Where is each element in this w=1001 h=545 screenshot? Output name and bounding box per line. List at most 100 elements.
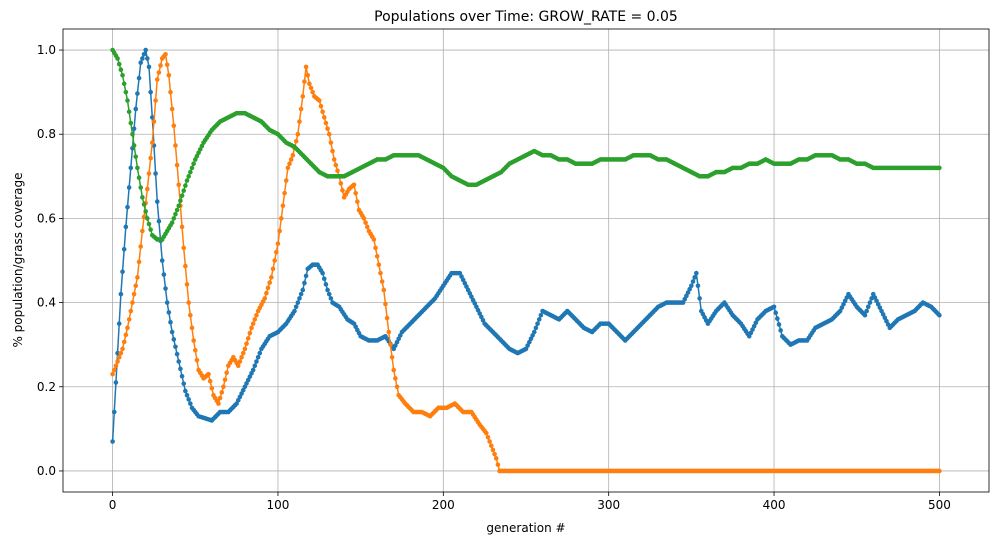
data-point xyxy=(191,338,196,343)
data-point xyxy=(330,148,335,154)
data-point xyxy=(265,285,271,291)
data-point xyxy=(303,273,309,279)
data-point xyxy=(300,94,306,99)
data-point xyxy=(126,185,132,190)
data-point xyxy=(140,195,145,200)
data-point xyxy=(239,355,244,360)
data-point xyxy=(771,304,777,310)
data-point xyxy=(293,304,299,310)
data-point xyxy=(125,325,130,331)
data-point xyxy=(270,266,276,272)
series-line xyxy=(111,49,940,241)
data-point xyxy=(864,308,869,314)
data-point xyxy=(118,67,124,72)
data-point xyxy=(151,119,157,124)
data-point xyxy=(533,325,539,331)
data-point xyxy=(191,161,196,166)
data-point xyxy=(937,165,942,171)
data-point xyxy=(280,203,286,209)
y-tick-label: 0.8 xyxy=(37,127,56,141)
data-point xyxy=(128,165,134,171)
data-point xyxy=(689,283,694,289)
data-point xyxy=(183,263,188,269)
data-point xyxy=(173,211,178,217)
data-point xyxy=(140,56,145,61)
data-point xyxy=(323,282,329,287)
data-point xyxy=(126,109,132,115)
data-point xyxy=(188,312,193,318)
data-point xyxy=(148,89,153,95)
data-point xyxy=(133,106,139,112)
data-point xyxy=(235,363,241,369)
data-point xyxy=(697,296,702,301)
data-point xyxy=(384,315,390,321)
data-point xyxy=(186,174,191,179)
data-point xyxy=(310,89,315,95)
x-tick-label: 300 xyxy=(597,498,620,512)
data-point xyxy=(269,275,274,280)
data-point xyxy=(156,70,162,75)
data-point xyxy=(321,276,327,282)
data-point xyxy=(133,283,139,289)
data-point xyxy=(355,199,360,204)
data-point xyxy=(181,381,187,386)
data-point xyxy=(161,272,167,277)
axis-ticks: 0 100 200 300 400 500 0.0 0.2 0.4 0.6 0.8 1.0 xyxy=(37,43,951,512)
data-point xyxy=(364,224,370,230)
data-point xyxy=(862,312,868,318)
data-point xyxy=(136,259,142,265)
data-point xyxy=(776,322,782,327)
data-point xyxy=(123,332,129,338)
data-point xyxy=(131,291,137,297)
data-point xyxy=(164,62,170,68)
data-point xyxy=(388,342,393,347)
series-3 xyxy=(110,47,942,242)
data-point xyxy=(302,280,307,286)
data-point xyxy=(121,81,127,87)
data-point xyxy=(146,64,152,70)
data-point xyxy=(149,140,155,145)
x-tick-label: 200 xyxy=(432,498,455,512)
data-point xyxy=(274,249,279,255)
data-point xyxy=(184,178,190,183)
data-point xyxy=(141,51,147,57)
data-point xyxy=(303,64,309,70)
data-point xyxy=(113,380,119,385)
data-point xyxy=(298,106,304,112)
data-point xyxy=(178,366,183,372)
data-point xyxy=(184,282,190,287)
data-point xyxy=(300,287,306,293)
data-point xyxy=(222,377,228,383)
data-point xyxy=(183,388,188,394)
x-tick-label: 0 xyxy=(109,498,117,512)
series-line xyxy=(111,47,940,442)
data-point xyxy=(493,456,499,461)
data-point xyxy=(135,165,140,171)
x-tick-label: 100 xyxy=(267,498,290,512)
data-point xyxy=(298,291,304,297)
data-point xyxy=(293,138,299,144)
data-point xyxy=(169,329,175,335)
data-point xyxy=(363,220,368,225)
data-point xyxy=(249,325,254,331)
data-point xyxy=(163,51,168,57)
data-point xyxy=(320,270,325,276)
y-tick-label: 0.4 xyxy=(37,296,56,310)
data-point xyxy=(186,397,191,402)
y-axis-label: % population/grass coverage xyxy=(11,172,25,347)
data-point xyxy=(219,390,225,395)
data-point xyxy=(125,98,130,103)
data-point xyxy=(326,291,332,297)
data-point xyxy=(292,308,297,314)
data-point xyxy=(169,106,175,112)
data-point xyxy=(245,336,251,341)
data-point xyxy=(867,300,873,305)
data-point xyxy=(171,337,177,342)
data-point xyxy=(120,346,125,352)
data-point xyxy=(110,439,115,444)
data-point xyxy=(695,283,701,289)
data-point xyxy=(393,376,398,381)
data-point xyxy=(381,287,387,293)
data-point xyxy=(145,186,150,192)
